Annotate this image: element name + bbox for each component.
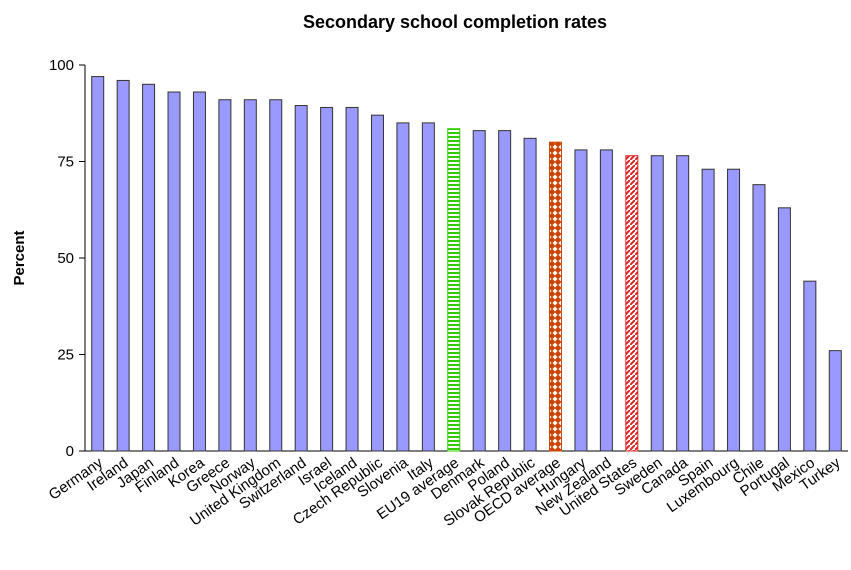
bar <box>421 122 435 452</box>
bar <box>650 155 664 452</box>
bar <box>345 106 359 452</box>
bar <box>727 168 741 452</box>
bar <box>599 149 613 452</box>
bar <box>523 137 537 452</box>
y-tick-label: 0 <box>66 443 74 460</box>
bar <box>472 130 486 452</box>
bar <box>498 130 512 452</box>
bar <box>116 79 130 452</box>
bar <box>192 91 206 452</box>
bar <box>676 155 690 452</box>
y-axis-label: Percent <box>11 230 28 285</box>
bar <box>294 105 308 452</box>
bar <box>701 168 715 452</box>
bar <box>142 83 156 452</box>
bar <box>91 76 105 452</box>
bar <box>752 184 766 452</box>
chart-title: Secondary school completion rates <box>303 12 607 32</box>
y-tick-label: 50 <box>57 250 74 267</box>
bar <box>803 280 817 452</box>
bar <box>549 141 563 452</box>
bar <box>320 106 334 452</box>
bar <box>269 99 283 452</box>
bar <box>167 91 181 452</box>
y-tick-label: 75 <box>57 154 74 171</box>
bar <box>625 155 639 452</box>
bar <box>218 99 232 452</box>
bar <box>370 114 384 452</box>
bar <box>447 128 461 452</box>
bar <box>574 149 588 452</box>
bar <box>243 99 257 452</box>
bar <box>777 207 791 452</box>
bar <box>828 350 842 452</box>
y-tick-label: 25 <box>57 347 74 364</box>
bar <box>396 122 410 452</box>
y-tick-label: 100 <box>49 57 74 74</box>
